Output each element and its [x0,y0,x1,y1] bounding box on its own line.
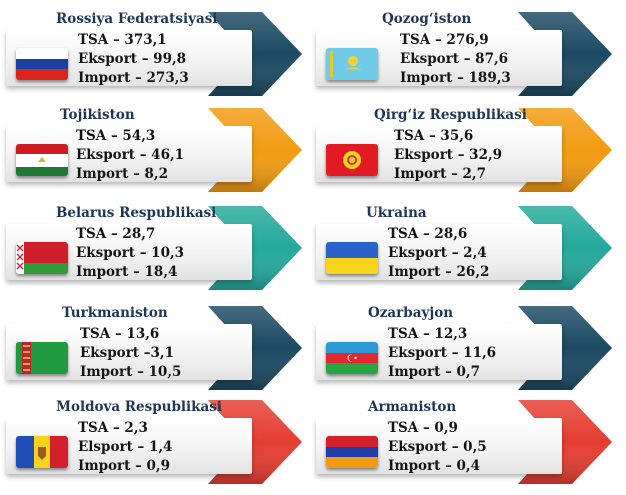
country-name: Tojikiston [60,107,135,123]
country-card-kazakhstan: Qozog‘iston TSA – 276,9 Eksport – 87,6 I… [316,10,614,98]
stat-tsa: TSA – 12,3 [388,326,468,342]
stat-export: Eksport –3,1 [80,345,174,361]
country-name: Ozarbayjon [368,305,454,321]
stat-export: Eksport – 46,1 [76,147,185,163]
tajikistan-flag [16,144,68,176]
country-name: Armaniston [368,399,457,415]
country-name: Turkmaniston [62,305,168,321]
stat-import: Import – 273,3 [78,70,189,86]
stat-import: Import – 10,5 [80,364,182,380]
country-card-ukraine: Ukraina TSA – 28,6 Eksport – 2,4 Import … [316,204,614,292]
country-card-belarus: Belarus Respublikasi TSA – 28,7 Eksport … [6,204,304,292]
russia-flag [16,48,68,80]
country-card-moldova: Moldova Respublikasi TSA – 2,3 Elsport –… [6,398,304,486]
stat-tsa: TSA – 28,6 [388,226,468,242]
stat-export: Eksport – 32,9 [394,147,503,163]
stat-import: Import – 0,9 [78,458,171,474]
azerbaijan-flag [326,342,378,374]
stat-export: Eksport – 87,6 [400,51,509,67]
country-name: Moldova Respublikasi [56,399,223,415]
stat-import: Import – 189,3 [400,70,511,86]
ukraine-flag [326,242,378,274]
country-card-russia: Rossiya Federatsiyasi TSA – 373,1 Ekspor… [6,10,304,98]
stat-tsa: TSA – 13,6 [80,326,160,342]
armenia-flag [326,436,378,468]
stat-export: Eksport – 2,4 [388,245,487,261]
country-name: Qozog‘iston [382,11,472,27]
stat-tsa: TSA – 276,9 [400,32,489,48]
stat-import: Import – 8,2 [76,166,169,182]
country-card-tajikistan: Tojikiston TSA – 54,3 Eksport – 46,1 Imp… [6,106,304,194]
country-card-armenia: Armaniston TSA – 0,9 Eksport – 0,5 Impor… [316,398,614,486]
turkmenistan-flag [16,342,68,374]
stat-tsa: TSA – 54,3 [76,128,156,144]
kazakhstan-flag [326,48,378,80]
stat-export: Eksport – 11,6 [388,345,497,361]
stat-tsa: TSA – 35,6 [394,128,474,144]
stat-import: Import – 0,7 [388,364,481,380]
country-name: Ukraina [366,205,427,221]
country-card-turkmenistan: Turkmaniston TSA – 13,6 Eksport –3,1 Imp… [6,304,304,392]
moldova-flag [16,436,68,468]
country-name: Qirg‘iz Respublikasi [374,107,527,123]
stat-export: Eksport – 10,3 [76,245,185,261]
stat-export: Eksport – 0,5 [388,439,487,455]
stat-import: Import – 18,4 [76,264,178,280]
stat-import: Import – 0,4 [388,458,481,474]
country-name: Rossiya Federatsiyasi [56,11,218,27]
stat-tsa: TSA – 2,3 [78,420,148,436]
country-card-kyrgyzstan: Qirg‘iz Respublikasi TSA – 35,6 Eksport … [316,106,614,194]
kyrgyzstan-flag [326,144,378,176]
stat-tsa: TSA – 28,7 [76,226,156,242]
belarus-flag [16,242,68,274]
stat-tsa: TSA – 0,9 [388,420,458,436]
country-card-azerbaijan: Ozarbayjon TSA – 12,3 Eksport – 11,6 Imp… [316,304,614,392]
stat-tsa: TSA – 373,1 [78,32,167,48]
stat-export: Eksport – 99,8 [78,51,187,67]
country-name: Belarus Respublikasi [56,205,217,221]
stat-export: Elsport – 1,4 [78,439,173,455]
stat-import: Import – 2,7 [394,166,487,182]
stat-import: Import – 26,2 [388,264,490,280]
